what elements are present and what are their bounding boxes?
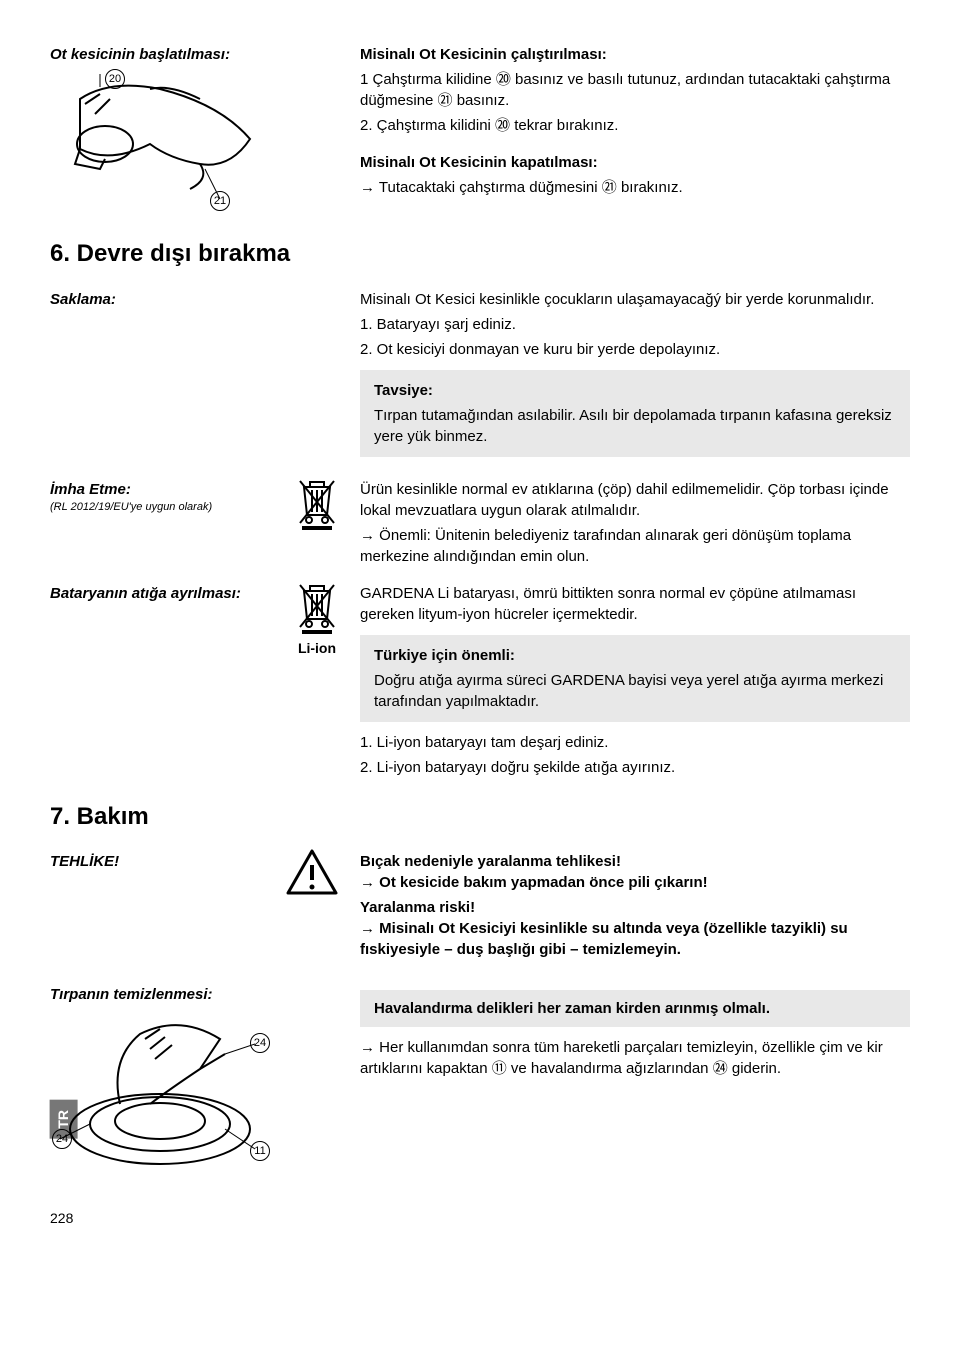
start-left: Ot kesicinin başlatılması: 20 21 bbox=[50, 40, 340, 219]
start-left-title: Ot kesicinin başlatılması: bbox=[50, 44, 340, 65]
cleaning-body: Her kullanımdan sonra tüm hareketli parç… bbox=[360, 1037, 910, 1079]
weee-liion-icon bbox=[294, 579, 340, 635]
trimmer-handle-diagram: 20 21 bbox=[50, 69, 340, 219]
battery-disposal-row: Bataryanın atığa ayrılması: Li-ion GARDE… bbox=[50, 579, 910, 782]
cleaning-label: Tırpanın temizlenmesi: bbox=[50, 984, 340, 1005]
start-step2: 2. Çahştırma kilidini ⑳ tekrar bırakınız… bbox=[360, 115, 910, 136]
tip-title: Tavsiye: bbox=[374, 380, 896, 401]
warning-icon bbox=[284, 847, 340, 897]
page-number: 228 bbox=[50, 1209, 910, 1229]
start-section: Ot kesicinin başlatılması: 20 21 Misinal… bbox=[50, 40, 910, 219]
trimmer-head-diagram: 24 24 11 bbox=[50, 1009, 340, 1179]
start-off-title: Misinalı Ot Kesicinin kapatılması: bbox=[360, 152, 910, 173]
section-7-heading: 7. Bakım bbox=[50, 800, 910, 834]
danger-label: TEHLİKE! bbox=[50, 851, 272, 872]
callout-21: 21 bbox=[210, 191, 230, 211]
danger-1: Bıçak nedeniyle yaralanma tehlikesi! bbox=[360, 851, 910, 872]
liion-label: Li-ion bbox=[294, 639, 340, 659]
cleaning-row: Tırpanın temizlenmesi: 24 24 11 bbox=[50, 980, 910, 1179]
storage-line2: 1. Bataryayı şarj ediniz. bbox=[360, 314, 910, 335]
start-right: Misinalı Ot Kesicinin çalıştırılması: 1 … bbox=[360, 40, 910, 219]
turkey-body: Doğru atığa ayırma süreci GARDENA bayisi… bbox=[374, 670, 896, 712]
disposal-p2: Önemli: Ünitenin belediyeniz tarafından … bbox=[360, 525, 910, 567]
storage-line3: 2. Ot kesiciyi donmayan ve kuru bir yerd… bbox=[360, 339, 910, 360]
trimmer-handle-svg bbox=[50, 69, 270, 219]
cleaning-title: Havalandırma delikleri her zaman kirden … bbox=[374, 1000, 770, 1017]
danger-3: Yaralanma riski! bbox=[360, 897, 910, 918]
disposal-label: İmha Etme: bbox=[50, 479, 282, 500]
turkey-callout: Türkiye için önemli: Doğru atığa ayırma … bbox=[360, 635, 910, 722]
danger-2: Ot kesicide bakım yapmadan önce pili çık… bbox=[360, 872, 910, 893]
battery-p1: GARDENA Li bataryası, ömrü bittikten son… bbox=[360, 583, 910, 625]
storage-line1: Misinalı Ot Kesici kesinlikle çocukların… bbox=[360, 289, 910, 310]
start-step1: 1 Çahştırma kilidine ⑳ basınız ve basılı… bbox=[360, 69, 910, 111]
callout-20: 20 bbox=[105, 69, 125, 89]
disposal-row: İmha Etme: (RL 2012/19/EU'ye uygun olara… bbox=[50, 475, 910, 571]
battery-disposal-label: Bataryanın atığa ayrılması: bbox=[50, 583, 282, 604]
tip-callout: Tavsiye: Tırpan tutamağından asılabilir.… bbox=[360, 370, 910, 457]
disposal-p1: Ürün kesinlikle normal ev atıklarına (çö… bbox=[360, 479, 910, 521]
weee-icon bbox=[294, 475, 340, 531]
battery-step2: 2. Li-iyon bataryayı doğru şekilde atığa… bbox=[360, 757, 910, 778]
cleaning-callout: Havalandırma delikleri her zaman kirden … bbox=[360, 990, 910, 1027]
start-on-title: Misinalı Ot Kesicinin çalıştırılması: bbox=[360, 44, 910, 65]
danger-row: TEHLİKE! Bıçak nedeniyle yaralanma tehli… bbox=[50, 847, 910, 964]
danger-4: Misinalı Ot Kesiciyi kesinlikle su altın… bbox=[360, 918, 910, 960]
trimmer-head-svg bbox=[50, 1009, 280, 1179]
turkey-title: Türkiye için önemli: bbox=[374, 645, 896, 666]
start-off-body: Tutacaktaki çahştırma düğmesini ㉑ bırakı… bbox=[360, 177, 910, 198]
battery-step1: 1. Li-iyon bataryayı tam deşarj ediniz. bbox=[360, 732, 910, 753]
storage-row: Saklama: Misinalı Ot Kesici kesinlikle ç… bbox=[50, 285, 910, 467]
section-6-heading: 6. Devre dışı bırakma bbox=[50, 237, 910, 271]
disposal-sub: (RL 2012/19/EU'ye uygun olarak) bbox=[50, 500, 282, 515]
storage-label: Saklama: bbox=[50, 289, 340, 310]
tip-body: Tırpan tutamağından asılabilir. Asılı bi… bbox=[374, 405, 896, 447]
